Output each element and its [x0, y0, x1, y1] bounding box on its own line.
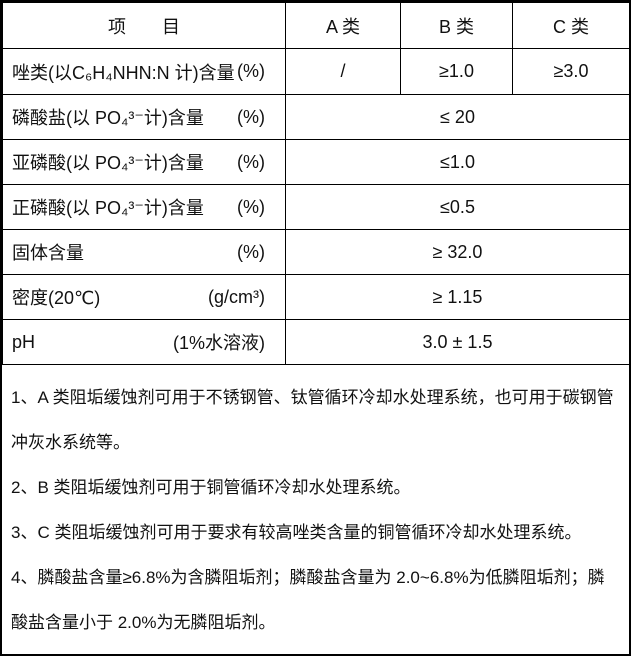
- notes-section: 1、A 类阻垢缓蚀剂可用于不锈钢管、钛管循环冷却水处理系统，也可用于碳钢管冲灰水…: [2, 365, 629, 645]
- item-unit: (g/cm³): [208, 286, 265, 307]
- item-label: 密度(20℃): [12, 288, 101, 308]
- table-row-orthophosphoric-acid-content: 正磷酸(以 PO₄³⁻计)含量 (%) ≤0.5: [2, 184, 629, 230]
- column-header-class-b: B 类: [400, 2, 513, 49]
- item-label: pH: [12, 331, 36, 352]
- merged-value: ≤ 20: [285, 94, 629, 140]
- item-cell: 正磷酸(以 PO₄³⁻计)含量 (%): [2, 184, 286, 230]
- column-header-class-a: A 类: [285, 2, 401, 49]
- item-cell: 唑类(以C₆H₄NHN:N 计)含量 (%): [2, 48, 286, 95]
- column-header-class-c: C 类: [512, 2, 629, 49]
- note-class-a-usage: 1、A 类阻垢缓蚀剂可用于不锈钢管、钛管循环冷却水处理系统，也可用于碳钢管冲灰水…: [11, 388, 614, 452]
- item-unit: (%): [237, 196, 265, 217]
- item-label: 唑类(以C₆H₄NHN:N 计)含量: [12, 62, 235, 83]
- item-label: 正磷酸(以 PO₄³⁻计)含量: [12, 198, 204, 218]
- item-label: 固体含量: [12, 243, 84, 263]
- table-header-row: 项 目 A 类 B 类 C 类: [2, 2, 629, 49]
- item-unit: (%): [237, 151, 265, 172]
- note-class-c-usage: 3、C 类阻垢缓蚀剂可用于要求有较高唑类含量的铜管循环冷却水处理系统。: [11, 523, 582, 542]
- table-row-density: 密度(20℃) (g/cm³) ≥ 1.15: [2, 274, 629, 320]
- item-unit: (1%水溶液): [172, 333, 265, 353]
- item-unit: (%): [237, 106, 265, 127]
- item-unit: (%): [237, 61, 265, 81]
- merged-value: 3.0 ± 1.5: [285, 319, 629, 365]
- table-row-phosphate-content: 磷酸盐(以 PO₄³⁻计)含量 (%) ≤ 20: [2, 94, 629, 140]
- merged-value: ≥ 1.15: [285, 274, 629, 320]
- merged-value: ≤1.0: [285, 139, 629, 185]
- value-class-a: /: [285, 48, 401, 95]
- item-cell: 固体含量 (%): [2, 229, 286, 275]
- merged-value: ≤0.5: [285, 184, 629, 230]
- spec-table: 项 目 A 类 B 类 C 类 唑类(以C₆H₄NHN:N 计)含量 (%) /…: [2, 2, 629, 365]
- item-label: 磷酸盐(以 PO₄³⁻计)含量: [12, 108, 204, 128]
- item-cell: 磷酸盐(以 PO₄³⁻计)含量 (%): [2, 94, 286, 140]
- table-row-ph: pH (1%水溶液) 3.0 ± 1.5: [2, 319, 629, 365]
- item-cell: 亚磷酸(以 PO₄³⁻计)含量 (%): [2, 139, 286, 185]
- note-class-b-usage: 2、B 类阻垢缓蚀剂可用于铜管循环冷却水处理系统。: [11, 478, 411, 497]
- table-row-azole-content: 唑类(以C₆H₄NHN:N 计)含量 (%) / ≥1.0 ≥3.0: [2, 48, 629, 95]
- value-class-b: ≥1.0: [400, 48, 513, 95]
- item-cell: pH (1%水溶液): [2, 319, 286, 365]
- value-class-c: ≥3.0: [512, 48, 629, 95]
- item-unit: (%): [237, 241, 265, 262]
- table-row-phosphorous-acid-content: 亚磷酸(以 PO₄³⁻计)含量 (%) ≤1.0: [2, 139, 629, 185]
- table-row-solid-content: 固体含量 (%) ≥ 32.0: [2, 229, 629, 275]
- merged-value: ≥ 32.0: [285, 229, 629, 275]
- column-header-item: 项 目: [2, 2, 286, 49]
- item-cell: 密度(20℃) (g/cm³): [2, 274, 286, 320]
- item-label: 亚磷酸(以 PO₄³⁻计)含量: [12, 153, 204, 173]
- note-phosphonate-classification: 4、膦酸盐含量≥6.8%为含膦阻垢剂；膦酸盐含量为 2.0~6.8%为低膦阻垢剂…: [11, 568, 605, 632]
